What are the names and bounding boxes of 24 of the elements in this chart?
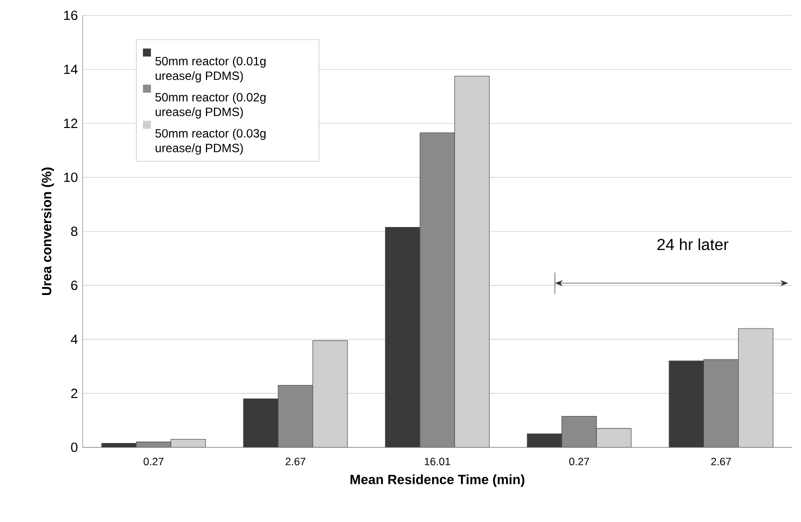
x-tick-label: 0.27 bbox=[144, 458, 164, 466]
y-tick-label: 12 bbox=[64, 118, 78, 128]
legend-label: 50mm reactor (0.02g urease/g PDMS) bbox=[155, 92, 266, 118]
x-axis-title: Mean Residence Time (min) bbox=[350, 474, 524, 487]
x-tick-label: 16.01 bbox=[424, 458, 450, 466]
x-tick-label: 2.67 bbox=[286, 458, 306, 466]
y-tick-label: 6 bbox=[71, 280, 78, 290]
y-tick-label: 14 bbox=[64, 64, 78, 74]
bar bbox=[385, 227, 420, 448]
legend-label: 50mm reactor (0.03g urease/g PDMS) bbox=[155, 128, 266, 155]
y-tick-label: 8 bbox=[71, 226, 78, 236]
y-tick-label: 4 bbox=[70, 334, 78, 344]
legend-label: 50mm reactor (0.01g urease/g PDMS) bbox=[155, 56, 266, 82]
y-tick-label: 0 bbox=[71, 442, 78, 452]
y-tick-label: 2 bbox=[71, 388, 78, 398]
bar bbox=[527, 434, 562, 448]
y-axis-title: Urea conversion (%) bbox=[42, 168, 54, 295]
x-tick-label: 2.67 bbox=[711, 458, 731, 466]
y-tick-label: 16 bbox=[64, 10, 78, 20]
x-tick-label: 0.27 bbox=[569, 458, 590, 466]
annotation: 24 hr later bbox=[657, 238, 728, 250]
bar bbox=[243, 398, 278, 448]
bar bbox=[668, 360, 704, 448]
y-tick-label: 10 bbox=[64, 172, 78, 182]
